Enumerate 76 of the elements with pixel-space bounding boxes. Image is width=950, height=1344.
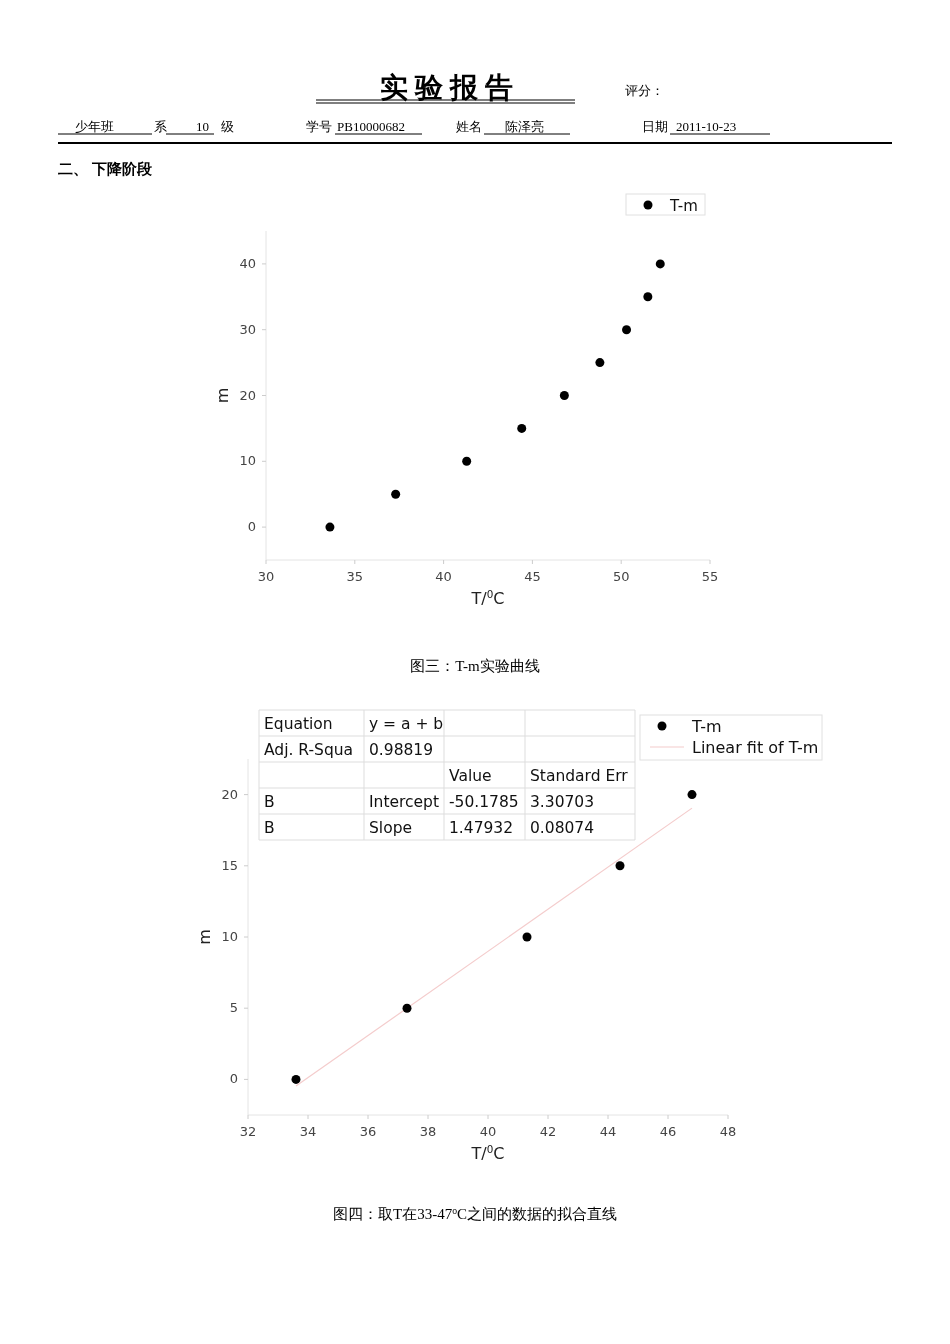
text: Equation — [264, 715, 333, 733]
annotation: Slope — [369, 819, 413, 837]
x-tick-label: 30 — [257, 569, 275, 584]
point — [687, 790, 697, 800]
text: 2011-10-23 — [676, 119, 737, 134]
text: 日期 — [642, 119, 668, 134]
x-tick-label: 40 — [479, 1124, 497, 1139]
text: 学号 — [306, 119, 332, 134]
legend-label: T-m — [669, 197, 698, 215]
legend-label: T-m — [691, 717, 722, 736]
x-axis-title: T/$^{0}$C — [470, 1143, 505, 1163]
point — [391, 489, 401, 499]
text: Adj. R-Squa — [264, 741, 354, 759]
chart-title: 实 验 报 告 — [379, 72, 513, 103]
point — [402, 1003, 412, 1013]
text: 系 — [154, 119, 167, 134]
x-tick-label: 36 — [359, 1124, 377, 1139]
annotation: Standard Err — [530, 767, 629, 785]
annotation: 1.47932 — [449, 819, 514, 837]
y-tick-label: 20 — [221, 786, 238, 802]
x-tick-label: 44 — [599, 1124, 617, 1139]
point — [462, 456, 472, 466]
y-tick-label: 0 — [229, 1071, 238, 1087]
x-tick-label: 34 — [299, 1124, 317, 1139]
point — [655, 259, 665, 269]
annotation: 0.08074 — [530, 819, 595, 837]
text: 图三：T-m实验曲线 — [410, 658, 540, 674]
annotation: Value — [449, 767, 492, 785]
annotation: -50.1785 — [449, 793, 519, 811]
text: PB10000682 — [337, 119, 405, 134]
y-tick-label: 10 — [239, 453, 256, 469]
point — [325, 522, 335, 532]
y-axis-title: m — [195, 929, 214, 945]
text: 10 — [196, 119, 209, 134]
y-tick-label: 20 — [239, 387, 256, 403]
y-tick-label: 10 — [221, 929, 238, 944]
x-tick-label: 48 — [719, 1124, 737, 1139]
annotation: 3.30703 — [530, 793, 595, 811]
text: 级 — [221, 119, 234, 134]
text: 评分： — [625, 83, 664, 98]
x-tick-label: 55 — [701, 569, 719, 584]
text: y = a + b — [369, 715, 444, 733]
point — [615, 861, 625, 871]
x-tick-label: 35 — [346, 569, 364, 584]
y-tick-label: 15 — [221, 857, 238, 873]
legend-label: Linear fit of T-m — [692, 738, 819, 757]
x-tick-label: 46 — [659, 1124, 677, 1139]
annotation: B — [264, 819, 275, 837]
point — [595, 358, 605, 368]
point — [559, 391, 569, 400]
x-tick-label: 38 — [419, 1124, 437, 1139]
x-tick-label: 32 — [239, 1124, 257, 1139]
x-tick-label: 42 — [539, 1124, 557, 1139]
annotation: Intercept — [369, 793, 440, 811]
text: 二、 下降阶段 — [58, 161, 153, 177]
point — [291, 1074, 301, 1084]
x-tick-label: 50 — [612, 569, 630, 584]
text: 少年班 — [75, 119, 114, 134]
y-tick-label: 30 — [239, 321, 256, 337]
x-tick-label: 40 — [435, 569, 452, 584]
point — [643, 292, 653, 302]
y-tick-label: 0 — [247, 519, 256, 535]
text: 陈泽亮 — [505, 119, 544, 134]
x-axis-title: T/$^{0}$C — [470, 588, 505, 608]
x-tick-label: 45 — [524, 569, 541, 584]
annotation: B — [264, 793, 275, 811]
y-tick-label: 40 — [239, 255, 256, 271]
text: 0.98819 — [369, 741, 434, 759]
legend: T-m — [625, 193, 706, 216]
point — [517, 423, 527, 433]
y-tick-label: 5 — [229, 1000, 238, 1016]
point — [522, 932, 532, 942]
point — [622, 325, 632, 335]
text: 图四：取T在33-47$^{o}$C之间的数据的拟合直线 — [332, 1204, 618, 1222]
y-axis-title: m — [213, 387, 232, 404]
text: 姓名 — [456, 119, 482, 134]
